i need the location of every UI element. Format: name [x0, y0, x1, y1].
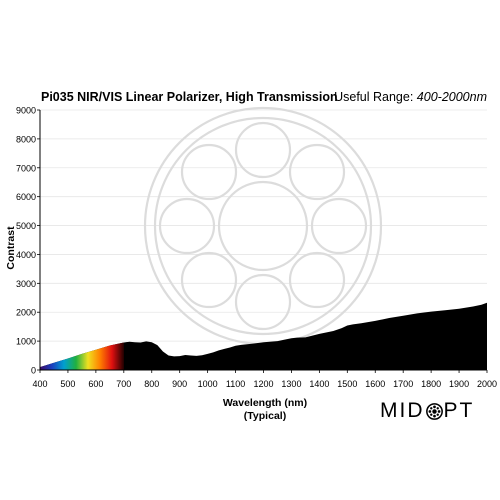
- logo-text-right: PT: [443, 399, 475, 422]
- x-tick-label: 1300: [281, 379, 301, 389]
- x-tick-label: 1100: [226, 379, 245, 389]
- grid: [40, 109, 487, 371]
- spectrum-band: [40, 302, 124, 370]
- useful-range: Useful Range: 400-2000nm: [334, 90, 487, 104]
- series-area: [40, 302, 487, 370]
- midopt-logo: MID PT: [380, 399, 474, 423]
- y-tick-label: 4000: [16, 250, 36, 260]
- y-axis-ticks: 0 1000 2000 3000 4000 5000 6000 7000 8000 9000: [16, 106, 40, 376]
- x-tick-label: 1000: [198, 379, 218, 389]
- chart-title: Pi035 NIR/VIS Linear Polarizer, High Tra…: [41, 90, 338, 104]
- x-axis-label-block: Wavelength (nm) (Typical): [0, 397, 500, 423]
- x-tick-label: 1800: [421, 379, 441, 389]
- x-axis-ticks: 400 500 600 700 800 900 1000 1100 1200 1300 1400 15…: [32, 370, 497, 389]
- y-tick-label: 5000: [16, 221, 36, 231]
- y-tick-label: 3000: [16, 279, 36, 289]
- x-tick-label: 700: [116, 379, 131, 389]
- x-tick-label: 400: [32, 379, 47, 389]
- x-tick-label: 1400: [309, 379, 329, 389]
- x-tick-label: 1200: [253, 379, 273, 389]
- y-tick-label: 1000: [16, 337, 36, 347]
- x-tick-label: 500: [60, 379, 75, 389]
- watermark-logo: [143, 106, 383, 346]
- y-tick-label: 7000: [16, 163, 36, 173]
- x-axis-label: Wavelength (nm): [222, 397, 308, 409]
- useful-range-value: 400-2000nm: [416, 90, 487, 104]
- y-axis-label: Contrast: [5, 226, 17, 270]
- x-tick-label: 600: [88, 379, 103, 389]
- x-tick-label: 1700: [393, 379, 413, 389]
- y-tick-label: 8000: [16, 134, 36, 144]
- x-axis-sublabel: (Typical): [243, 410, 287, 422]
- x-tick-label: 2000: [477, 379, 497, 389]
- x-tick-label: 1600: [365, 379, 385, 389]
- y-tick-label: 2000: [16, 308, 36, 318]
- y-tick-label: 0: [31, 366, 36, 376]
- series-area-fill: [40, 302, 487, 370]
- x-tick-label: 900: [172, 379, 187, 389]
- midopt-lens-icon: [425, 402, 443, 420]
- x-tick-label: 1900: [449, 379, 469, 389]
- x-tick-label: 1500: [337, 379, 357, 389]
- useful-range-label: Useful Range:: [334, 90, 414, 104]
- x-tick-label: 800: [144, 379, 159, 389]
- y-tick-label: 9000: [16, 106, 36, 116]
- logo-text-left: MID: [380, 399, 425, 422]
- y-tick-label: 6000: [16, 192, 36, 202]
